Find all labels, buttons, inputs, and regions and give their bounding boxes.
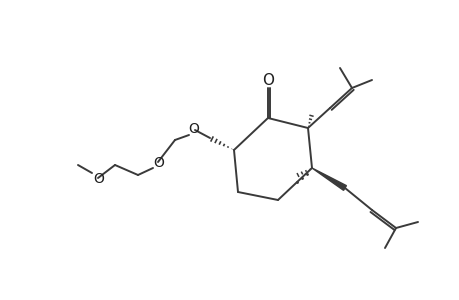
Text: O: O (93, 172, 104, 186)
Text: O: O (262, 73, 274, 88)
Text: O: O (188, 122, 199, 136)
Polygon shape (311, 168, 346, 190)
Text: O: O (153, 156, 164, 170)
